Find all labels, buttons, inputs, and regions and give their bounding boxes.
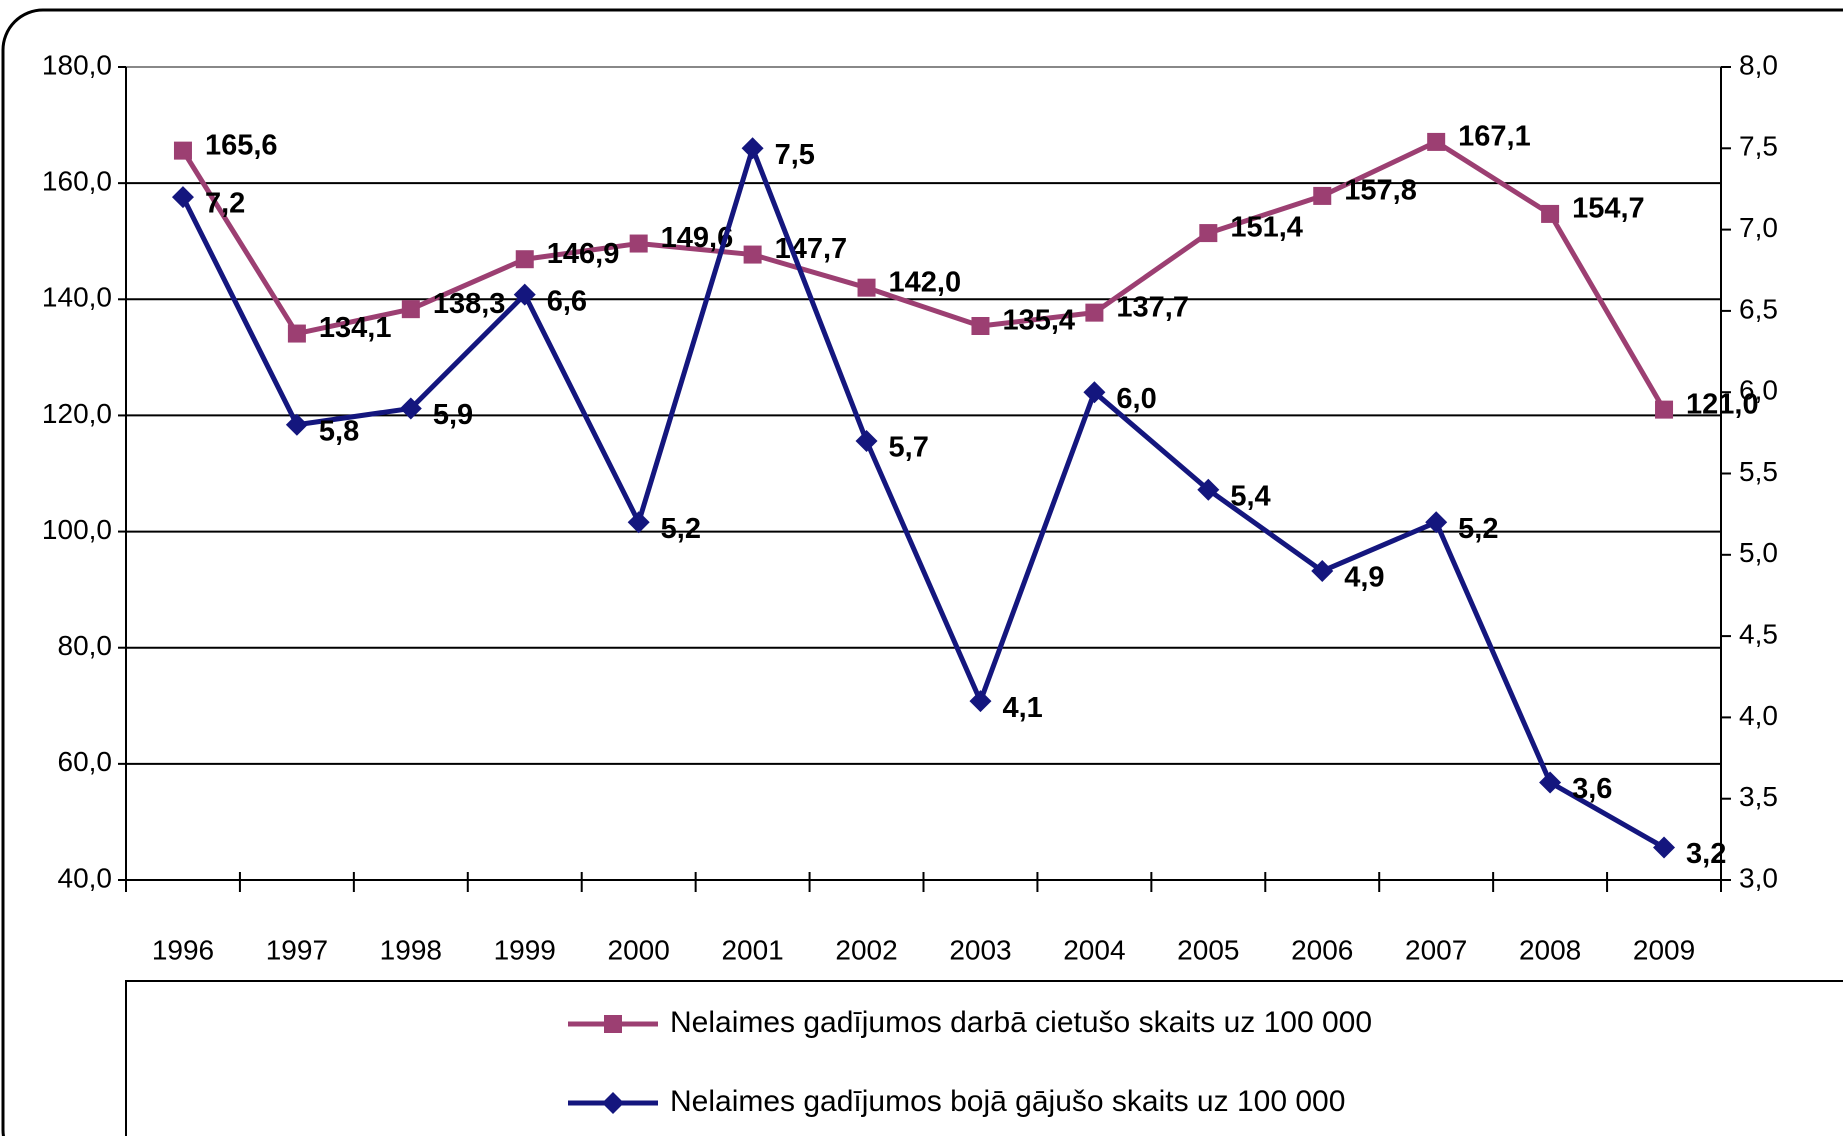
x-tick-label: 2000: [608, 934, 670, 965]
data-label: 5,7: [889, 432, 929, 464]
y2-tick-label: 4,5: [1739, 618, 1778, 649]
data-point: [855, 429, 878, 452]
data-label: 4,1: [1002, 692, 1042, 724]
data-label: 165,6: [205, 129, 278, 161]
x-tick-label: 2006: [1291, 934, 1353, 965]
y2-tick-label: 8,0: [1739, 49, 1778, 80]
data-point: [171, 186, 194, 209]
x-tick-label: 2004: [1063, 934, 1125, 965]
x-tick-label: 1999: [494, 934, 556, 965]
y-tick-label: 140,0: [42, 282, 112, 313]
data-point: [1655, 400, 1674, 419]
y2-tick-label: 3,0: [1739, 862, 1778, 893]
y-tick-label: 160,0: [42, 166, 112, 197]
data-label: 7,5: [775, 139, 815, 171]
data-label: 4,9: [1344, 562, 1384, 594]
y-tick-label: 100,0: [42, 514, 112, 545]
data-label: 3,2: [1686, 838, 1726, 870]
x-tick-label: 1997: [266, 934, 328, 965]
data-point: [969, 690, 992, 713]
data-point: [285, 413, 308, 436]
x-tick-label: 2005: [1177, 934, 1239, 965]
y-tick-label: 80,0: [58, 630, 113, 661]
data-label: 7,2: [205, 188, 245, 220]
y2-tick-label: 5,0: [1739, 537, 1778, 568]
data-point: [1541, 204, 1560, 223]
y2-tick-label: 5,5: [1739, 456, 1778, 487]
x-tick-label: 2007: [1405, 934, 1467, 965]
data-label: 151,4: [1230, 212, 1303, 244]
x-tick-label: 2003: [949, 934, 1011, 965]
data-point: [1199, 224, 1218, 243]
data-label: 146,9: [547, 238, 620, 270]
x-tick-label: 2009: [1633, 934, 1695, 965]
x-tick-label: 2008: [1519, 934, 1581, 965]
data-point: [1197, 478, 1220, 501]
data-point: [399, 397, 422, 420]
data-label: 121,0: [1686, 388, 1759, 420]
y2-tick-label: 6,0: [1739, 375, 1778, 406]
data-point: [741, 137, 764, 160]
data-label: 135,4: [1002, 305, 1075, 337]
data-point: [401, 300, 420, 319]
data-point: [1313, 186, 1332, 205]
data-point: [1425, 511, 1448, 534]
data-label: 6,0: [1116, 383, 1156, 415]
data-point: [743, 245, 762, 264]
data-point: [513, 283, 536, 306]
data-label: 167,1: [1458, 121, 1531, 153]
data-label: 5,2: [661, 513, 701, 545]
data-label: 134,1: [319, 312, 392, 344]
y-tick-label: 120,0: [42, 398, 112, 429]
y-tick-label: 60,0: [58, 746, 113, 777]
legend-box: [125, 980, 1843, 1136]
y-tick-label: 180,0: [42, 49, 112, 80]
x-tick-label: 2002: [835, 934, 897, 965]
y2-tick-label: 3,5: [1739, 781, 1778, 812]
data-label: 5,4: [1230, 480, 1270, 512]
data-label: 142,0: [889, 266, 962, 298]
y2-tick-label: 7,0: [1739, 212, 1778, 243]
x-tick-label: 1996: [152, 934, 214, 965]
data-point: [1083, 381, 1106, 404]
data-point: [173, 141, 192, 160]
data-point: [287, 324, 306, 343]
data-point: [1539, 771, 1562, 794]
data-label: 137,7: [1116, 291, 1189, 323]
data-label: 3,6: [1572, 773, 1612, 805]
data-point: [515, 250, 534, 269]
data-label: 5,2: [1458, 513, 1498, 545]
legend-marker: [602, 1092, 624, 1114]
data-point: [1085, 303, 1104, 322]
data-label: 6,6: [547, 285, 587, 317]
series-line: [180, 139, 1667, 411]
x-tick-label: 2001: [721, 934, 783, 965]
legend-label: Nelaimes gadījumos darbā cietušo skaits …: [670, 1006, 1372, 1039]
data-point: [629, 234, 648, 253]
x-tick-label: 1998: [380, 934, 442, 965]
data-point: [1427, 132, 1446, 151]
data-label: 5,8: [319, 415, 359, 447]
y2-tick-label: 7,5: [1739, 131, 1778, 162]
data-label: 157,8: [1344, 175, 1417, 207]
series-line: [180, 145, 1666, 850]
data-point: [857, 278, 876, 297]
y-tick-label: 40,0: [58, 862, 113, 893]
legend-label: Nelaimes gadījumos bojā gājušo skaits uz…: [670, 1085, 1345, 1118]
legend-marker: [604, 1015, 622, 1033]
data-point: [627, 511, 650, 534]
data-point: [1311, 560, 1334, 583]
data-label: 154,7: [1572, 193, 1645, 225]
y2-tick-label: 4,0: [1739, 700, 1778, 731]
data-point: [1653, 836, 1676, 859]
data-label: 5,9: [433, 399, 473, 431]
y2-tick-label: 6,5: [1739, 293, 1778, 324]
data-point: [971, 316, 990, 335]
data-label: 138,3: [433, 288, 506, 320]
